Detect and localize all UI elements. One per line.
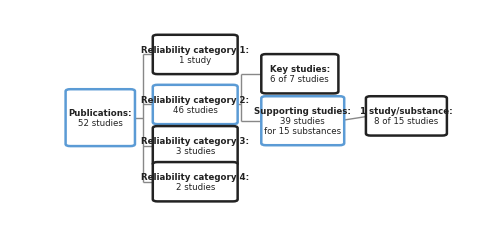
Text: 46 studies: 46 studies (173, 106, 218, 115)
Text: 52 studies: 52 studies (78, 119, 122, 128)
FancyBboxPatch shape (153, 36, 238, 75)
FancyBboxPatch shape (262, 55, 338, 94)
Text: Reliability category 3:: Reliability category 3: (141, 137, 249, 146)
FancyBboxPatch shape (153, 126, 238, 166)
Text: 2 studies: 2 studies (176, 183, 215, 192)
FancyBboxPatch shape (153, 85, 238, 125)
FancyBboxPatch shape (66, 90, 135, 146)
Text: Publications:: Publications: (68, 109, 132, 118)
Text: Reliability category 1:: Reliability category 1: (141, 46, 249, 55)
Text: 39 studies: 39 studies (280, 117, 325, 126)
Text: for 15 substances: for 15 substances (264, 127, 342, 136)
Text: 3 studies: 3 studies (176, 147, 215, 156)
Text: Supporting studies:: Supporting studies: (254, 106, 351, 116)
Text: Reliability category 2:: Reliability category 2: (141, 96, 249, 104)
Text: 1 study/substance:: 1 study/substance: (360, 107, 452, 116)
FancyBboxPatch shape (262, 97, 344, 146)
Text: Reliability category 4:: Reliability category 4: (141, 172, 250, 181)
FancyBboxPatch shape (153, 162, 238, 202)
Text: Key studies:: Key studies: (270, 65, 330, 74)
FancyBboxPatch shape (366, 97, 447, 136)
Text: 1 study: 1 study (179, 56, 212, 65)
Text: 8 of 15 studies: 8 of 15 studies (374, 117, 438, 126)
Text: 6 of 7 studies: 6 of 7 studies (270, 75, 329, 84)
